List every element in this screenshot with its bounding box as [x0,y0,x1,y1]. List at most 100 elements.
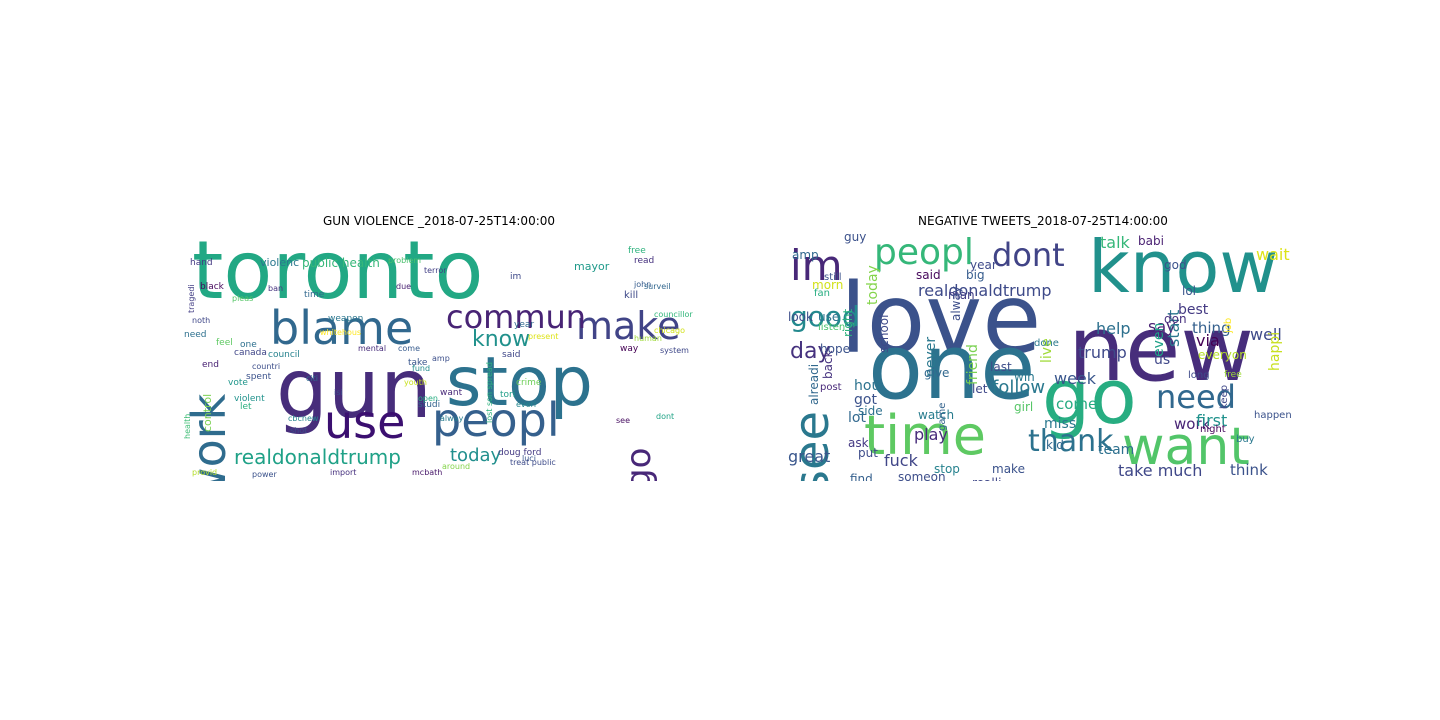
cloud-word: shot [290,426,308,435]
cloud-word: love [840,263,1042,375]
cloud-word: human [634,334,662,343]
cloud-word: realdonaldtrump [234,445,401,469]
cloud-word: free [1224,370,1242,380]
cloud-word: still [824,272,842,283]
cloud-word: peopl [432,393,560,447]
cloud-word: studi [418,400,441,410]
cloud-word: kid [1046,438,1064,452]
cloud-word: one [868,315,1036,420]
cloud-word: well [1250,325,1282,344]
cloud-word: read [634,256,655,266]
cloud-word: last [990,360,1012,374]
cloud-word: said [916,268,941,282]
cloud-word: wait [1256,245,1290,264]
cloud-word: problem [388,256,422,265]
cloud-word: side [858,404,883,418]
cloud-word: stop [446,343,593,422]
cloud-word: fund [412,364,431,373]
cloud-word: public health [302,256,380,270]
cloud-word: make [576,304,681,348]
cloud-word: girl [1014,400,1034,414]
cloud-word: see [788,410,840,481]
cloud-word: babi [1138,234,1164,248]
cloud-word: lost son spread [485,362,494,423]
cloud-word: canada [234,348,267,358]
cloud-word: isi [334,388,343,397]
cloud-word: go [619,447,659,481]
cloud-word: chicago [654,326,685,335]
cloud-word: mcbath [412,468,443,477]
cloud-word: today [450,445,502,466]
cloud-word: alreadi [807,363,821,405]
cloud-word: talk [1100,233,1130,252]
cloud-word: look [788,310,813,324]
cloud-word: dont [656,412,675,421]
cloud-word: kill [624,290,639,301]
cloud-word: job [1223,317,1234,333]
cloud-word: open [418,394,438,403]
cloud-word: amp [432,354,450,363]
cloud-word: give [924,366,950,380]
cloud-word: us [1154,352,1171,368]
cloud-word: work [1174,415,1211,433]
cloud-word: dont [992,236,1065,274]
cloud-word: health [184,413,192,439]
cloud-word: tragedi [187,284,196,313]
cloud-word: don [1164,312,1187,326]
cloud-word: pleas [232,294,254,303]
cloud-word: treat public [510,458,556,467]
cloud-word: around [442,462,471,471]
panel-title: NEGATIVE TWEETS_2018-07-25T14:00:00 [918,214,1168,228]
cloud-word: done [1034,338,1059,349]
cloud-word: first [1196,411,1228,430]
cloud-word: end [202,360,219,370]
cloud-word: present [528,332,559,341]
cloud-word: crime [516,378,542,388]
wordcloud-panel-negative-tweets: NEGATIVE TWEETS_2018-07-25T14:00:00 love… [788,211,1298,481]
cloud-word: take [408,358,428,368]
cloud-word: great [788,447,831,466]
cloud-word: violent [234,394,265,404]
cloud-word: find [850,472,873,481]
cloud-word: post [820,382,842,393]
cloud-word: know [1088,231,1279,309]
cloud-word: spent [246,372,272,382]
cloud-word: stop [934,462,960,476]
wordcloud-panel-gun-violence: GUN VIOLENCE _2018-07-25T14:00:00 toront… [184,211,694,481]
cloud-word: blame [270,301,414,355]
cloud-word: cbcnew [288,414,319,423]
cloud-word: youth [404,378,427,387]
cloud-word: happi [1267,331,1283,371]
cloud-word: black [200,282,224,292]
cloud-word: luci [522,454,536,463]
cloud-word: play [914,425,948,444]
cloud-word: lol [1182,284,1197,298]
cloud-word: alway [440,414,464,423]
cloud-word: man [948,288,975,302]
cloud-word: whitehous [320,328,362,337]
cloud-word: power [252,470,277,479]
cloud-word: know [472,327,531,352]
cloud-word: let [240,402,252,412]
cloud-word: let [972,382,988,396]
cloud-word: hou [854,378,881,394]
cloud-word: win [1014,370,1035,384]
cloud-word: doug ford [498,448,542,458]
cloud-word: come [1056,395,1098,413]
cloud-word: everyon [1198,348,1247,362]
cloud-word: come [398,344,421,353]
cloud-word: weapon [328,314,364,324]
cloud-word: watch [918,408,955,422]
cloud-word: lot [848,410,866,426]
cloud-word: control [201,393,214,432]
cloud-word: happen [1254,410,1292,421]
cloud-word: put [858,446,878,460]
cloud-word: realdonaldtrump [918,281,1052,300]
cloud-word: want [440,388,463,398]
cloud-word: tori [500,390,516,400]
cloud-word: buy [1236,434,1255,445]
cloud-word: hand [190,258,213,268]
cloud-word: best [1178,302,1209,318]
cloud-word: john [634,280,652,289]
cloud-word: got [854,392,877,408]
